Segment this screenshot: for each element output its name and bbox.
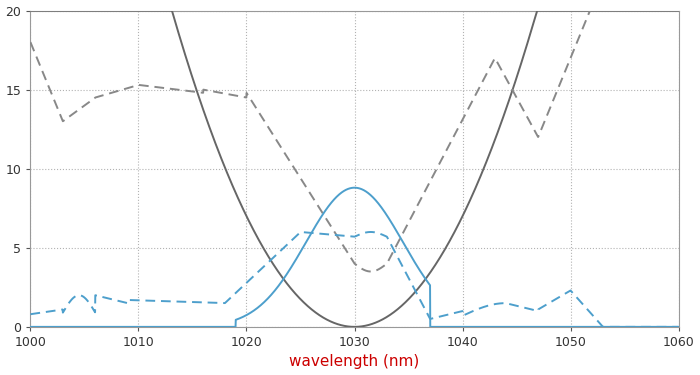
X-axis label: wavelength (nm): wavelength (nm) xyxy=(289,354,419,369)
